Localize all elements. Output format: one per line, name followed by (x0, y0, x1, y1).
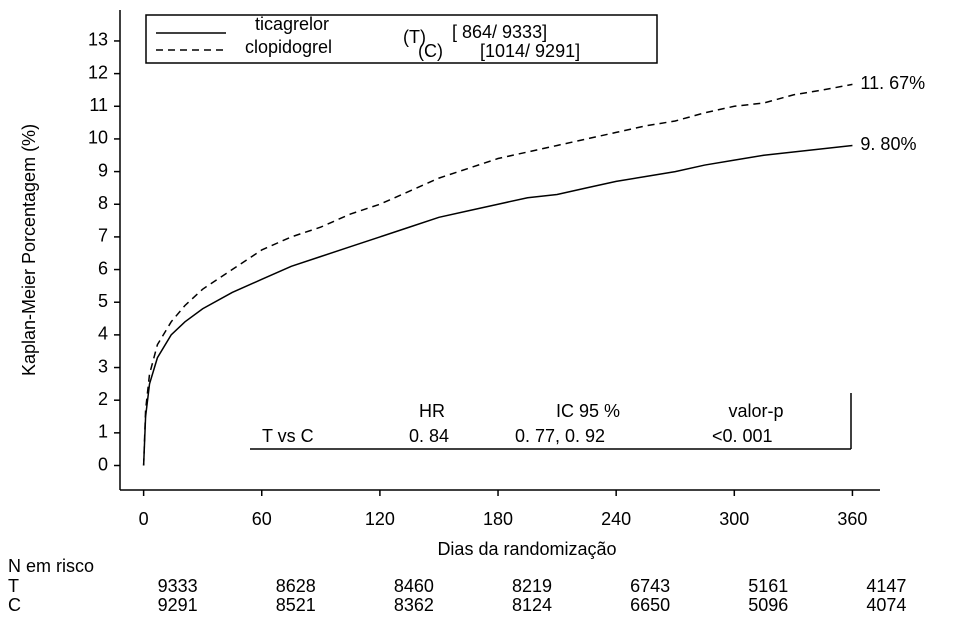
risk-value: 9291 (158, 595, 198, 615)
risk-value: 4074 (866, 595, 906, 615)
y-tick-label: 13 (88, 30, 108, 50)
x-tick-label: 300 (719, 509, 749, 529)
risk-row-label: T (8, 576, 19, 596)
y-tick-label: 3 (98, 356, 108, 376)
risk-row-label: C (8, 595, 21, 615)
table-cell: T vs C (262, 426, 314, 446)
x-tick-label: 0 (139, 509, 149, 529)
y-tick-label: 0 (98, 454, 108, 474)
table-cell: <0. 001 (712, 426, 773, 446)
risk-value: 8521 (276, 595, 316, 615)
legend-count: [1014/ 9291] (480, 41, 580, 61)
risk-label: N em risco (8, 556, 94, 576)
y-tick-label: 11 (89, 95, 108, 115)
x-tick-label: 180 (483, 509, 513, 529)
table-cell: 0. 84 (409, 426, 449, 446)
risk-value: 4147 (866, 576, 906, 596)
y-axis-label: Kaplan-Meier Porcentagem (%) (19, 124, 39, 376)
line (142, 83, 853, 466)
x-tick-label: 360 (837, 509, 867, 529)
x-tick-label: 60 (252, 509, 272, 529)
table-header: IC 95 % (556, 401, 620, 421)
line (142, 144, 853, 466)
risk-value: 6650 (630, 595, 670, 615)
risk-value: 8628 (276, 576, 316, 596)
x-tick-label: 240 (601, 509, 631, 529)
y-tick-label: 12 (88, 62, 108, 82)
table-header: HR (419, 401, 445, 421)
y-tick-label: 7 (98, 226, 108, 246)
y-tick-label: 10 (88, 128, 108, 148)
legend-abbr: (C) (418, 41, 443, 61)
table-header: valor-p (728, 401, 783, 421)
end-label: 9. 80% (860, 134, 916, 154)
x-tick-label: 120 (365, 509, 395, 529)
y-tick-label: 9 (98, 160, 108, 180)
risk-value: 9333 (158, 576, 198, 596)
risk-value: 6743 (630, 576, 670, 596)
legend-box (145, 14, 658, 64)
legend-label: clopidogrel (245, 37, 332, 57)
y-tick-label: 4 (98, 324, 108, 344)
risk-value: 5096 (748, 595, 788, 615)
end-label: 11. 67% (860, 73, 925, 93)
x-axis-label: Dias da randomização (437, 539, 616, 559)
risk-value: 8460 (394, 576, 434, 596)
y-tick-label: 6 (98, 258, 108, 278)
risk-value: 5161 (748, 576, 788, 596)
y-tick-label: 2 (98, 389, 108, 409)
risk-value: 8124 (512, 595, 552, 615)
table-cell: 0. 77, 0. 92 (515, 426, 605, 446)
y-tick-label: 8 (98, 193, 108, 213)
risk-value: 8362 (394, 595, 434, 615)
risk-value: 8219 (512, 576, 552, 596)
legend-count: [ 864/ 9333] (452, 22, 547, 42)
legend-abbr: (T) (403, 27, 426, 47)
y-tick-label: 5 (98, 291, 108, 311)
y-tick-label: 1 (98, 422, 108, 442)
legend-label: ticagrelor (255, 14, 329, 34)
